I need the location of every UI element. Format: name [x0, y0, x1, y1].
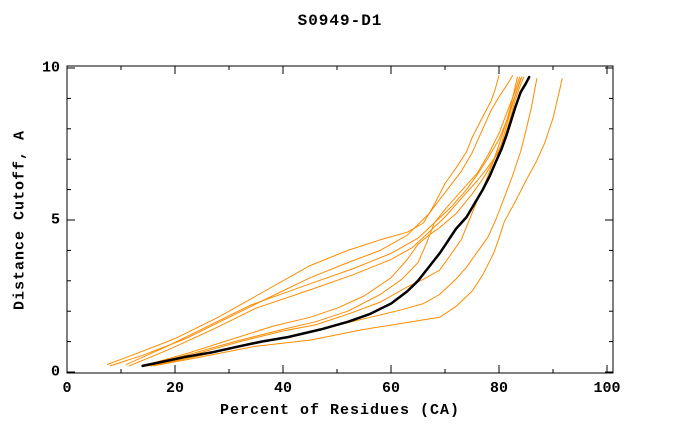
x-tick-label: 100 [593, 380, 621, 397]
chart-title: S0949-D1 [297, 12, 383, 30]
y-tick-label: 10 [41, 59, 60, 77]
curve-orange-1 [107, 75, 500, 365]
curve-black-highlight [141, 75, 531, 368]
curve-orange-6 [144, 76, 520, 367]
x-tick-label: 0 [62, 380, 72, 397]
curve-orange-9 [152, 78, 563, 367]
x-tick-label: 40 [273, 380, 293, 397]
x-tick-label: 20 [165, 380, 185, 397]
curve-orange-4 [128, 78, 522, 367]
curve-orange-2 [109, 75, 513, 367]
y-tick-label: 0 [50, 363, 60, 381]
curve-orange-7 [147, 76, 523, 367]
x-tick-label: 80 [489, 380, 509, 397]
x-axis-label: Percent of Residues (CA) [219, 402, 461, 419]
plot-frame [66, 65, 614, 374]
x-tick-label: 60 [381, 380, 401, 397]
curve-orange-3 [125, 76, 518, 365]
y-tick-label: 5 [50, 211, 60, 229]
curve-orange-5 [142, 76, 525, 367]
